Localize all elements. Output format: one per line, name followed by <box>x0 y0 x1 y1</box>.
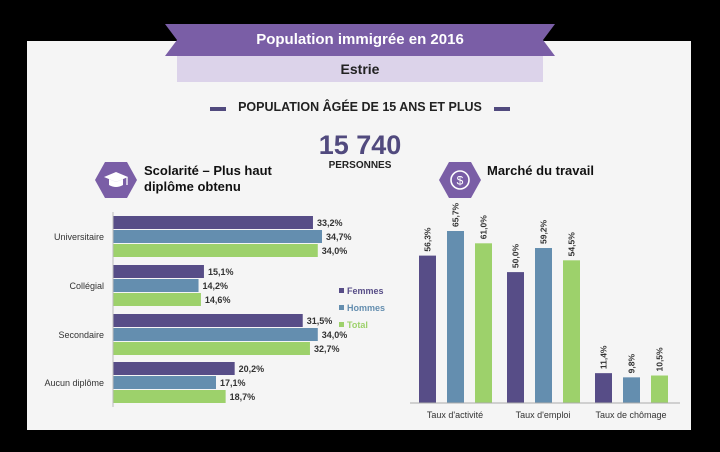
data-label: 33,2% <box>317 218 343 228</box>
category-label: Secondaire <box>58 330 104 340</box>
category-label: Taux d'emploi <box>516 410 571 420</box>
data-label: 10,5% <box>655 347 665 372</box>
bar-femmes <box>113 314 303 327</box>
bar-hommes <box>113 328 318 341</box>
legend-entry: Femmes <box>347 286 384 296</box>
heading-bar-right <box>494 107 510 111</box>
schooling-title: Scolarité – Plus haut diplôme obtenu <box>144 163 272 194</box>
legend-swatch <box>339 288 344 293</box>
title-ribbon: Population immigrée en 2016 <box>165 24 555 56</box>
population-unit: PERSONNES <box>328 160 392 171</box>
data-label: 50,0% <box>511 244 521 269</box>
data-label: 59,2% <box>539 219 549 244</box>
legend-swatch <box>339 305 344 310</box>
data-label: 65,7% <box>451 202 461 227</box>
bar-femmes <box>507 272 524 403</box>
data-label: 31,5% <box>307 316 333 326</box>
population-value: 15 740 <box>318 130 402 160</box>
bar-femmes <box>595 373 612 403</box>
data-label: 11,4% <box>599 345 609 369</box>
bar-total <box>113 293 201 306</box>
legend-swatch <box>339 322 344 327</box>
data-label: 15,1% <box>208 267 234 277</box>
data-label: 34,7% <box>326 232 352 242</box>
data-label: 61,0% <box>479 215 489 240</box>
bar-total <box>651 375 668 403</box>
bar-hommes <box>447 231 464 403</box>
region-label: Estrie <box>177 56 543 82</box>
data-label: 17,1% <box>220 378 246 388</box>
bar-femmes <box>419 255 436 403</box>
bar-total <box>113 390 226 403</box>
bar-total <box>475 243 492 403</box>
category-label: Taux d'activité <box>427 410 483 420</box>
heading-bar-left <box>210 107 226 111</box>
data-label: 20,2% <box>239 364 265 374</box>
graduation-cap-icon <box>95 162 137 198</box>
data-label: 32,7% <box>314 344 340 354</box>
legend-entry: Total <box>347 320 368 330</box>
data-label: 18,7% <box>230 392 256 402</box>
bar-total <box>113 342 310 355</box>
labour-title: Marché du travail <box>487 163 594 178</box>
bar-total <box>563 260 580 403</box>
dollar-coin-icon: $ <box>439 162 481 198</box>
bar-hommes <box>535 248 552 403</box>
bar-femmes <box>113 265 204 278</box>
legend-entry: Hommes <box>347 303 385 313</box>
category-label: Universitaire <box>54 232 104 242</box>
bar-total <box>113 244 318 257</box>
data-label: 14,6% <box>205 295 231 305</box>
bar-femmes <box>113 362 235 375</box>
data-label: 9,8% <box>627 354 637 374</box>
category-label: Collégial <box>69 281 104 291</box>
svg-text:$: $ <box>457 174 464 188</box>
bar-hommes <box>113 376 216 389</box>
bar-hommes <box>113 279 199 292</box>
data-label: 14,2% <box>203 281 229 291</box>
bar-femmes <box>113 216 313 229</box>
category-label: Aucun diplôme <box>44 378 104 388</box>
bar-hommes <box>623 377 640 403</box>
section-heading-text: POPULATION ÂGÉE DE 15 ANS ET PLUS <box>238 100 482 114</box>
data-label: 34,0% <box>322 330 348 340</box>
data-label: 54,5% <box>567 232 577 257</box>
page-title: Population immigrée en 2016 <box>256 31 464 48</box>
section-heading: POPULATION ÂGÉE DE 15 ANS ET PLUS <box>210 100 510 116</box>
bar-hommes <box>113 230 322 243</box>
data-label: 56,3% <box>423 227 433 252</box>
category-label: Taux de chômage <box>595 410 666 420</box>
data-label: 34,0% <box>322 246 348 256</box>
